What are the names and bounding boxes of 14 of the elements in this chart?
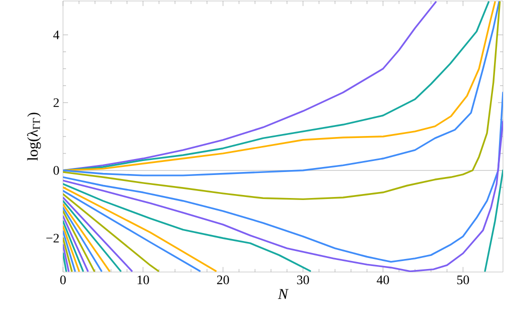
x-axis-title: N: [278, 289, 289, 299]
x-tick-label: 20: [217, 276, 229, 284]
y-tick-label: 0: [54, 166, 59, 175]
x-tick-label: 40: [376, 276, 389, 284]
y-axis-title: log(λ$_{ΓΓ}$): [27, 112, 41, 161]
y-tick-label: 2: [54, 98, 59, 107]
line-series: [63, 92, 504, 263]
x-tick-label: 50: [457, 276, 469, 284]
x-tick-label: 30: [297, 276, 309, 284]
x-tick-label: 10: [138, 276, 149, 284]
line-series: [63, 120, 504, 272]
y-tick-label: −2: [46, 234, 59, 242]
y-tick-label: 4: [53, 30, 60, 40]
x-tick-label: 0: [60, 276, 66, 284]
